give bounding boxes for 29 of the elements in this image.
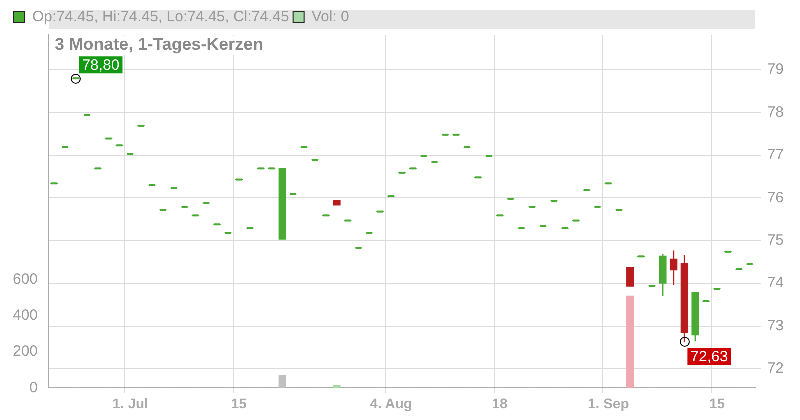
y2-tick-label: 400 — [12, 307, 38, 324]
y-tick-label: 78 — [767, 104, 784, 121]
y2-tick-label: 0 — [30, 379, 38, 396]
x-tick-label: 15 — [231, 395, 248, 412]
x-tick-label: 18 — [492, 395, 508, 412]
y-tick-label: 72 — [767, 360, 784, 378]
legend-label: Vol: 0 — [312, 8, 350, 26]
annotation: 78,80 — [82, 57, 120, 74]
y2-tick-label: 200 — [12, 343, 38, 360]
chart-title: 3 Monate, 1-Tages-Kerzen — [55, 35, 264, 54]
bar — [278, 375, 286, 388]
y-tick-label: 77 — [767, 146, 784, 164]
candlestick — [626, 266, 634, 288]
x-tick-label: 1. Jul — [112, 395, 148, 412]
x-tick-label: 1. Sep — [588, 395, 630, 412]
candlestick — [333, 200, 341, 206]
x-tick-label: 4. Aug — [370, 395, 412, 412]
legend-label: Op:74.45, Hi:74.45, Lo:74.45, Cl:74.45 — [32, 8, 290, 26]
y-tick-label: 75 — [767, 232, 784, 249]
y-tick-label: 76 — [767, 189, 784, 206]
y-tick-label: 73 — [767, 317, 784, 334]
y-tick-label: 79 — [767, 61, 784, 78]
y-tick-label: 74 — [767, 274, 784, 292]
candlestick — [278, 168, 286, 240]
y2-tick-label: 600 — [12, 271, 38, 288]
x-tick-label: 15 — [709, 395, 726, 412]
bar — [626, 296, 634, 388]
bar — [333, 385, 341, 388]
annotation: 72,63 — [690, 348, 728, 366]
